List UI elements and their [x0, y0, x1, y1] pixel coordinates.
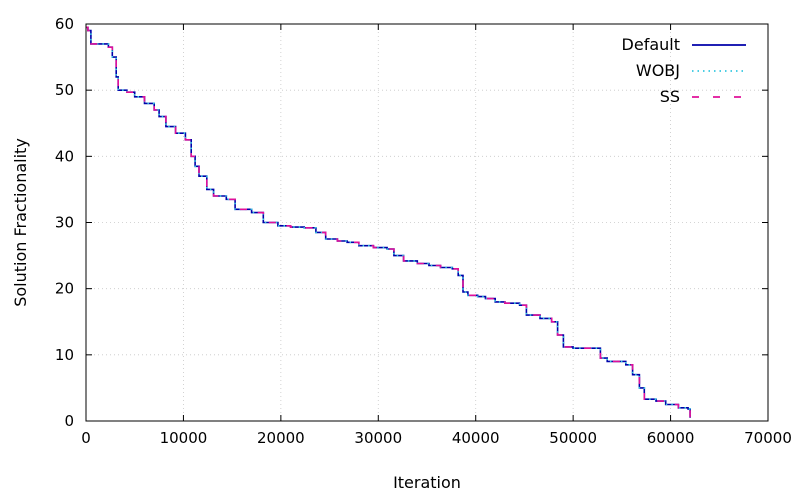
legend-label-wobj: WOBJ — [636, 61, 680, 80]
y-tick-label: 0 — [64, 412, 74, 430]
series-layer — [86, 26, 691, 418]
x-tick-label: 50000 — [549, 429, 597, 447]
x-tick-label: 40000 — [452, 429, 500, 447]
y-tick-label: 10 — [55, 346, 74, 364]
y-tick-label: 30 — [55, 214, 74, 232]
y-tick-labels: 0 10 20 30 40 50 60 — [55, 15, 74, 430]
x-tick-labels: 0 10000 20000 30000 40000 50000 60000 70000 — [81, 429, 792, 447]
x-tick-label: 10000 — [160, 429, 208, 447]
series-line-default — [86, 26, 691, 418]
x-axis-label: Iteration — [393, 473, 461, 492]
grid — [86, 24, 768, 421]
y-tick-label: 60 — [55, 15, 74, 33]
y-tick-label: 50 — [55, 81, 74, 99]
y-tick-label: 20 — [55, 280, 74, 298]
x-tick-label: 0 — [81, 429, 91, 447]
series-line-ss — [86, 26, 691, 418]
x-tick-label: 20000 — [257, 429, 305, 447]
ticks — [85, 23, 769, 422]
legend-label-default: Default — [622, 35, 680, 54]
x-tick-label: 30000 — [354, 429, 402, 447]
y-axis-label: Solution Fractionality — [11, 138, 30, 307]
legend: Default WOBJ SS — [622, 35, 746, 106]
legend-label-ss: SS — [660, 87, 680, 106]
x-tick-label: 60000 — [647, 429, 695, 447]
x-tick-label: 70000 — [744, 429, 792, 447]
y-tick-label: 40 — [55, 147, 74, 165]
series-line-wobj — [86, 26, 691, 418]
